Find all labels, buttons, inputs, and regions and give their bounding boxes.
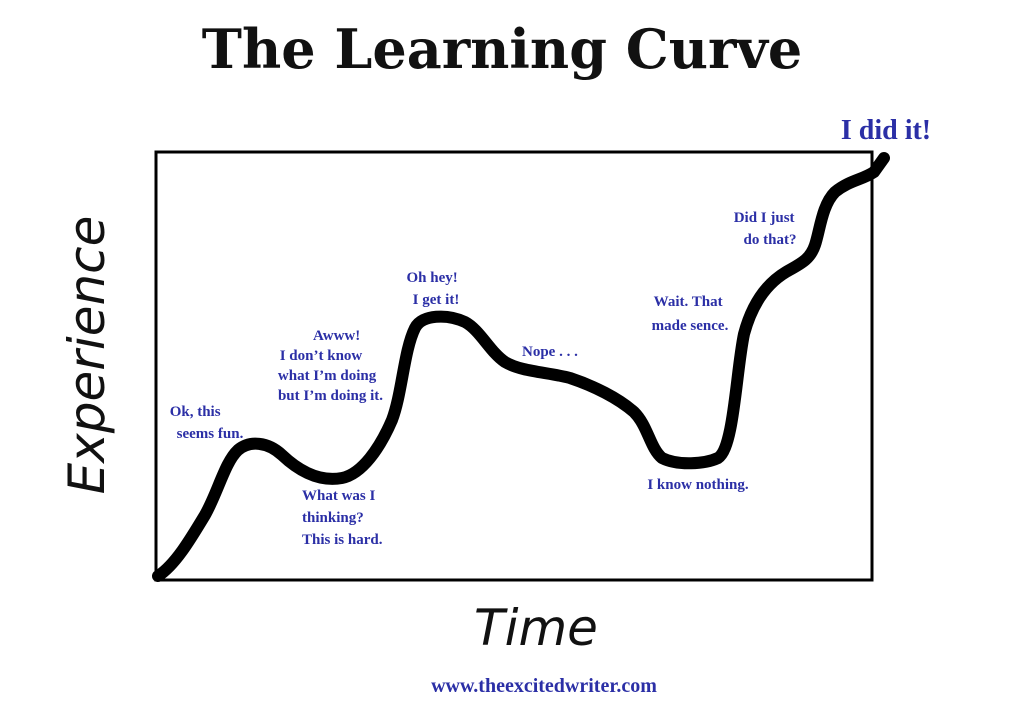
annotation-i-know-nothing: I know nothing.	[647, 477, 749, 493]
annotation-line: Did I just	[734, 210, 795, 226]
annotation-line: I don’t know	[280, 348, 363, 364]
annotation-line: Awww!	[313, 328, 360, 344]
annotation-ok-this-seems-fun: Ok, this seems fun.	[170, 404, 244, 442]
annotation-line: thinking?	[302, 510, 364, 526]
x-axis-label: Time	[474, 599, 598, 657]
annotation-line: What was I	[302, 488, 376, 504]
annotation-line: but I’m doing it.	[278, 388, 383, 404]
annotation-line: This is hard.	[302, 532, 383, 548]
annotation-line: what I’m doing	[278, 368, 377, 384]
annotation-line: Oh hey!	[406, 270, 457, 286]
annotation-line: seems fun.	[177, 426, 244, 442]
annotation-line: made sence.	[652, 318, 729, 334]
diagram-title: The Learning Curve	[202, 17, 802, 81]
annotation-what-was-i-thinking: What was I thinking? This is hard.	[302, 488, 383, 548]
annotation-oh-hey: Oh hey! I get it!	[406, 270, 461, 308]
annotation-nope: Nope . . .	[522, 344, 578, 360]
annotation-line: do that?	[744, 232, 797, 248]
plot-frame	[154, 150, 874, 582]
annotation-i-did-it: I did it!	[841, 115, 931, 146]
annotation-did-i-just: Did I just do that?	[734, 210, 799, 248]
annotation-awww: Awww! I don’t know what I’m doing but I’…	[278, 328, 383, 404]
annotation-line: I get it!	[413, 292, 460, 308]
footer-url: www.theexcitedwriter.com	[431, 675, 657, 697]
learning-curve-line	[152, 152, 890, 582]
y-axis-label: Experience	[58, 216, 116, 495]
annotation-line: Ok, this	[170, 404, 221, 420]
annotation-wait-that: Wait. That made sence.	[652, 294, 729, 334]
annotation-line: Wait. That	[654, 294, 723, 310]
